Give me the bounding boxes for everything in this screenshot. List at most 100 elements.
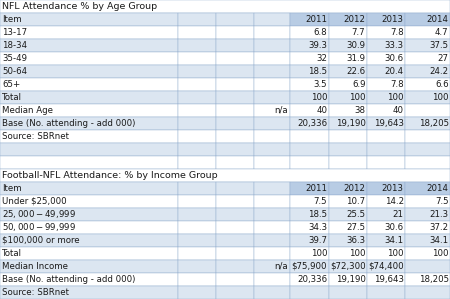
Text: 19,190: 19,190 (336, 119, 365, 128)
Text: 19,643: 19,643 (374, 119, 404, 128)
Bar (405, 182, 450, 195)
Text: 18,205: 18,205 (418, 275, 449, 284)
Bar (254, 65, 290, 78)
Text: 2014: 2014 (427, 184, 449, 193)
Text: 39.3: 39.3 (308, 41, 327, 50)
Text: 30.6: 30.6 (384, 223, 404, 232)
Bar (405, 26, 450, 39)
Bar (328, 234, 367, 247)
Bar (216, 247, 254, 260)
Text: 20.4: 20.4 (384, 67, 404, 76)
Bar (216, 13, 254, 26)
Text: Under $25,000: Under $25,000 (2, 197, 67, 206)
Bar (328, 78, 367, 91)
Text: 30.6: 30.6 (384, 54, 404, 63)
Bar (328, 143, 367, 156)
Bar (178, 26, 216, 39)
Bar (254, 117, 290, 130)
Text: 36.3: 36.3 (346, 236, 365, 245)
Bar (216, 26, 254, 39)
Bar (254, 247, 290, 260)
Bar (178, 273, 216, 286)
Text: 27.5: 27.5 (346, 223, 365, 232)
Text: 2014: 2014 (427, 15, 449, 24)
Bar (254, 273, 290, 286)
Bar (0, 0, 450, 13)
Bar (178, 221, 216, 234)
Bar (216, 117, 254, 130)
Text: 2011: 2011 (305, 184, 327, 193)
Bar (290, 208, 328, 221)
Bar (0, 117, 178, 130)
Bar (328, 195, 367, 208)
Bar (367, 221, 405, 234)
Bar (0, 130, 178, 143)
Bar (290, 182, 328, 195)
Bar (178, 13, 216, 26)
Bar (328, 273, 367, 286)
Bar (0, 52, 178, 65)
Bar (0, 91, 178, 104)
Text: $100,000 or more: $100,000 or more (2, 236, 80, 245)
Text: 37.2: 37.2 (429, 223, 449, 232)
Bar (290, 78, 328, 91)
Text: Source: SBRnet: Source: SBRnet (2, 132, 69, 141)
Bar (405, 273, 450, 286)
Text: 7.7: 7.7 (352, 28, 365, 37)
Bar (367, 130, 405, 143)
Text: 2013: 2013 (382, 15, 404, 24)
Bar (290, 247, 328, 260)
Bar (328, 130, 367, 143)
Bar (367, 13, 405, 26)
Bar (0, 221, 178, 234)
Bar (254, 91, 290, 104)
Bar (290, 286, 328, 299)
Text: 35-49: 35-49 (2, 54, 27, 63)
Text: 27: 27 (438, 54, 449, 63)
Bar (178, 234, 216, 247)
Bar (405, 117, 450, 130)
Bar (216, 39, 254, 52)
Text: 2012: 2012 (343, 15, 365, 24)
Bar (254, 26, 290, 39)
Bar (367, 104, 405, 117)
Bar (254, 78, 290, 91)
Bar (290, 26, 328, 39)
Bar (290, 273, 328, 286)
Text: 20,336: 20,336 (297, 275, 327, 284)
Bar (367, 182, 405, 195)
Text: 7.8: 7.8 (390, 28, 404, 37)
Text: 18-34: 18-34 (2, 41, 27, 50)
Bar (290, 39, 328, 52)
Text: Item: Item (2, 184, 22, 193)
Text: 19,643: 19,643 (374, 275, 404, 284)
Text: 2013: 2013 (382, 184, 404, 193)
Bar (178, 91, 216, 104)
Text: 18.5: 18.5 (308, 210, 327, 219)
Bar (367, 195, 405, 208)
Text: 100: 100 (310, 249, 327, 258)
Text: $50,000-$99,999: $50,000-$99,999 (2, 222, 76, 234)
Text: 7.8: 7.8 (390, 80, 404, 89)
Bar (405, 91, 450, 104)
Bar (405, 13, 450, 26)
Bar (290, 143, 328, 156)
Bar (328, 13, 367, 26)
Bar (367, 273, 405, 286)
Text: 14.2: 14.2 (384, 197, 404, 206)
Bar (0, 247, 178, 260)
Bar (178, 247, 216, 260)
Bar (0, 26, 178, 39)
Text: 34.1: 34.1 (429, 236, 449, 245)
Text: 4.7: 4.7 (435, 28, 449, 37)
Bar (216, 260, 254, 273)
Text: 100: 100 (310, 93, 327, 102)
Bar (405, 286, 450, 299)
Bar (216, 65, 254, 78)
Bar (178, 208, 216, 221)
Text: 38: 38 (355, 106, 365, 115)
Bar (405, 39, 450, 52)
Bar (290, 260, 328, 273)
Text: $74,400: $74,400 (368, 262, 404, 271)
Text: $25,000-$49,999: $25,000-$49,999 (2, 208, 76, 220)
